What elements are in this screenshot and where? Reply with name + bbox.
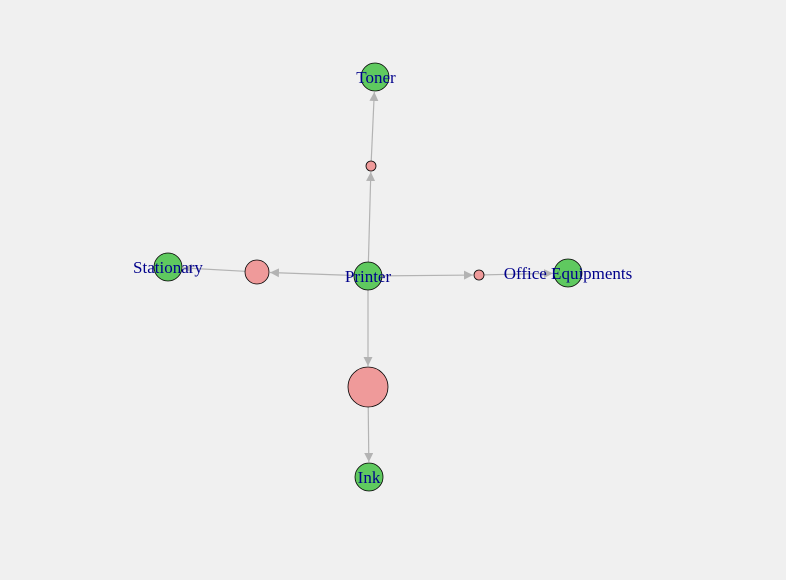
nodes-layer <box>153 62 583 492</box>
edge-rule-office-to-office <box>483 269 554 279</box>
node-rule-ink <box>347 366 389 408</box>
node-label-toner: Toner <box>356 68 396 87</box>
edge-printer-to-rule-stationary <box>269 268 355 278</box>
node-stationary <box>153 252 183 282</box>
node-label-printer: Printer <box>345 267 392 286</box>
labels-layer: Printer Toner Stationary Office Equipments I… <box>133 68 632 487</box>
node-label-office: Office Equipments <box>504 264 633 283</box>
node-rule-stationary <box>244 259 270 285</box>
node-office <box>553 258 583 288</box>
edges-layer <box>182 91 554 463</box>
edge-rule-ink-to-ink <box>364 406 374 463</box>
node-toner <box>360 62 390 92</box>
edge-printer-to-rule-toner <box>366 171 376 263</box>
node-label-stationary: Stationary <box>133 258 203 277</box>
edge-rule-toner-to-toner <box>369 91 379 162</box>
edge-printer-to-rule-office <box>381 270 474 280</box>
node-rule-toner <box>365 160 377 172</box>
node-printer <box>353 261 383 291</box>
edge-rule-stationary-to-stationary <box>182 263 246 273</box>
node-rule-office <box>473 269 485 281</box>
node-label-ink: Ink <box>358 468 381 487</box>
node-ink <box>354 462 384 492</box>
